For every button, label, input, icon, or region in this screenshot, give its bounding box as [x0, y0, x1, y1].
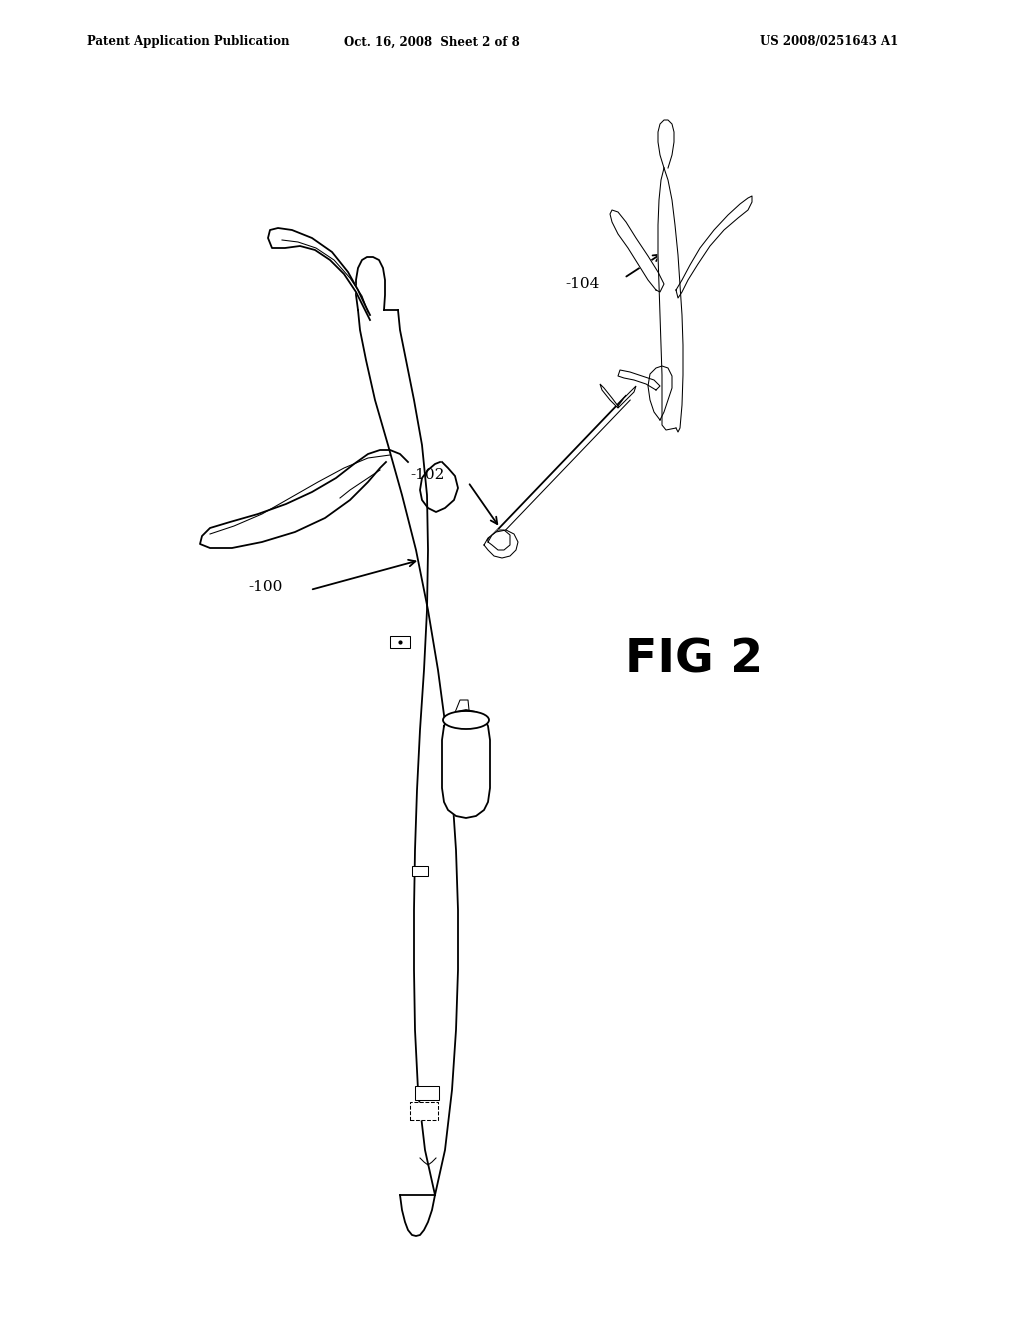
Polygon shape — [676, 195, 752, 298]
Text: -100: -100 — [249, 579, 283, 594]
Polygon shape — [200, 450, 408, 548]
Bar — [412, 866, 428, 876]
Polygon shape — [488, 531, 510, 550]
Polygon shape — [600, 384, 618, 408]
Polygon shape — [618, 370, 660, 389]
Text: -102: -102 — [411, 469, 445, 482]
Bar — [415, 1086, 439, 1100]
Polygon shape — [648, 366, 672, 420]
Polygon shape — [420, 462, 458, 512]
Text: -104: -104 — [565, 277, 600, 290]
Polygon shape — [268, 228, 370, 319]
Bar — [390, 636, 410, 648]
Polygon shape — [356, 257, 458, 1236]
Ellipse shape — [443, 711, 489, 729]
Polygon shape — [452, 700, 470, 719]
Text: US 2008/0251643 A1: US 2008/0251643 A1 — [760, 36, 898, 49]
Bar — [410, 1102, 438, 1119]
Polygon shape — [658, 120, 674, 168]
Polygon shape — [442, 710, 490, 818]
Polygon shape — [618, 385, 636, 408]
Polygon shape — [484, 531, 518, 558]
Text: Patent Application Publication: Patent Application Publication — [87, 36, 290, 49]
Polygon shape — [610, 210, 664, 292]
Text: Oct. 16, 2008  Sheet 2 of 8: Oct. 16, 2008 Sheet 2 of 8 — [344, 36, 520, 49]
Polygon shape — [658, 168, 683, 432]
Text: FIG 2: FIG 2 — [625, 638, 763, 682]
